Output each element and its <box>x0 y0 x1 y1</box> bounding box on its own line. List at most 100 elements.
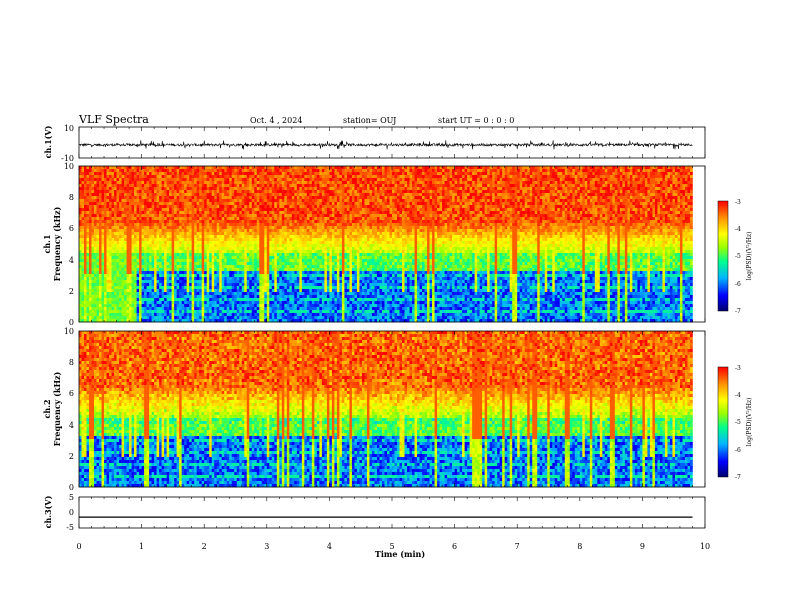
ch1-spec-cell <box>159 316 162 320</box>
ch1-spec-cell <box>111 280 115 284</box>
ch1-spec-cell <box>166 292 170 296</box>
ch1-spec-cell <box>279 199 283 203</box>
ch1-spec-cell <box>254 199 258 203</box>
ch1-ytick-top: 10 <box>64 124 74 133</box>
ch1-spec-cell <box>266 235 270 239</box>
ch1-spec-cell <box>159 286 162 290</box>
ch1-spec-cell <box>79 199 82 203</box>
ch1-spec-cell <box>149 193 152 197</box>
ch1-spec-cell <box>229 172 233 176</box>
ch1-spec-cell <box>206 211 210 215</box>
ch1-spec-cell <box>121 199 125 203</box>
ch1-spec-cell <box>219 202 223 206</box>
ch1-spec-cell <box>166 307 170 311</box>
ch1-spec-cell <box>194 292 197 296</box>
ch1-spec-cell <box>194 256 197 260</box>
ch1-spec-cell <box>199 310 202 314</box>
ch1-spec-cell <box>221 265 225 269</box>
ch1-spec-cell <box>129 172 132 176</box>
ch1-spec-cell <box>161 229 165 233</box>
ch1-spec-cell <box>201 190 205 194</box>
ch1-spec-cell <box>199 217 202 221</box>
ch1-spec-cell <box>131 304 135 308</box>
ch1-spec-cell <box>151 235 155 239</box>
ch1-spec-cell <box>171 196 175 200</box>
ch1-spec-cell <box>99 256 102 260</box>
ch1-spec-cell <box>141 229 145 233</box>
ch1-spec-cell <box>174 283 177 287</box>
ch1-spec-cell <box>196 277 200 281</box>
ch1-spec-cell <box>194 226 197 230</box>
ch1-spec-cell <box>251 229 255 233</box>
ch1-spec-cell <box>116 244 120 248</box>
ch1-spec-cell <box>281 241 285 245</box>
ch1-spec-cell <box>186 232 190 236</box>
ch1-spec-cell <box>129 262 132 266</box>
ch1-spec-cell <box>214 250 218 254</box>
ch1-spec-cell <box>81 253 85 257</box>
ch1-spec-cell <box>176 286 180 290</box>
ch1-spec-cell <box>129 259 132 263</box>
ch1-spec-cell <box>261 169 265 173</box>
ch1-spec-cell <box>191 253 195 257</box>
ch1-spec-cell <box>226 280 230 284</box>
ch1-spec-cell <box>269 268 273 272</box>
ch1-spec-cell <box>201 286 205 290</box>
ch1-spec-cell <box>114 199 117 203</box>
ch1-spec-cell <box>244 274 248 278</box>
ch1-spec-cell <box>199 313 202 317</box>
ch1-spec-cell <box>124 214 127 218</box>
ch1-spec-cell <box>199 319 202 323</box>
ch1-spec-cell <box>169 214 172 218</box>
ch1-spec-cell <box>251 244 255 248</box>
ch1-spec-cell <box>269 241 273 245</box>
ch1-spec-cell <box>234 205 238 209</box>
ch1-spec-cell <box>166 223 170 227</box>
ch1-spec-cell <box>281 295 285 299</box>
ch1-spec-cell <box>159 220 162 224</box>
ch1-spec-cell <box>104 256 107 260</box>
ch1-spec-cell <box>96 319 100 323</box>
ch1-spec-cell <box>229 292 233 296</box>
ch1-spec-cell <box>306 274 310 278</box>
ch1-spec-cell <box>184 271 187 275</box>
ch1-spec-cell <box>259 298 263 302</box>
ch1-spec-cell <box>111 319 115 323</box>
ch1-spec-cell <box>289 211 293 215</box>
ch1-spec-cell <box>221 223 225 227</box>
ch1-spec-cell <box>226 289 230 293</box>
ch1-spec-cell <box>136 301 140 305</box>
ch1-spec-cell <box>279 166 283 170</box>
ch1-spec-cell <box>261 310 265 314</box>
ch1-spec-cell <box>84 220 87 224</box>
ch1-spec-cell <box>139 208 142 212</box>
ch1-spec-cell <box>294 304 298 308</box>
ch1-spec-cell <box>226 196 230 200</box>
ch1-spec-cell <box>84 229 87 233</box>
ch1-spec-cell <box>194 229 197 233</box>
ch1-spec-cell <box>224 241 228 245</box>
ch1-spec-cell <box>136 289 140 293</box>
ch1-spec-cell <box>241 268 245 272</box>
ch1-spec-cell <box>296 184 300 188</box>
ch1-spec-cell <box>234 226 238 230</box>
ch1-spec-cell <box>91 196 95 200</box>
ch1-spec-cell <box>106 238 110 242</box>
ch1-spec-cell <box>111 184 115 188</box>
ch1-spec-cell <box>154 271 157 275</box>
ch1-spec-cell <box>224 298 228 302</box>
ch1-spec-cell <box>184 283 187 287</box>
ch1-spec-cell <box>296 304 300 308</box>
ch1-spec-cell <box>229 184 233 188</box>
ch1-spec-cell <box>279 241 283 245</box>
ch1-spec-cell <box>151 190 155 194</box>
ch1-spec-cell <box>154 169 157 173</box>
ch1-spec-cell <box>79 286 82 290</box>
ch1-spec-cell <box>196 316 200 320</box>
ch1-spec-cell <box>79 244 82 248</box>
ch1-spec-cell <box>224 220 228 224</box>
ch1-spec-cell <box>109 262 112 266</box>
ch1-spec-cell <box>156 244 160 248</box>
ch1-spec-cell <box>141 172 145 176</box>
ch1-spec-cell <box>189 238 192 242</box>
